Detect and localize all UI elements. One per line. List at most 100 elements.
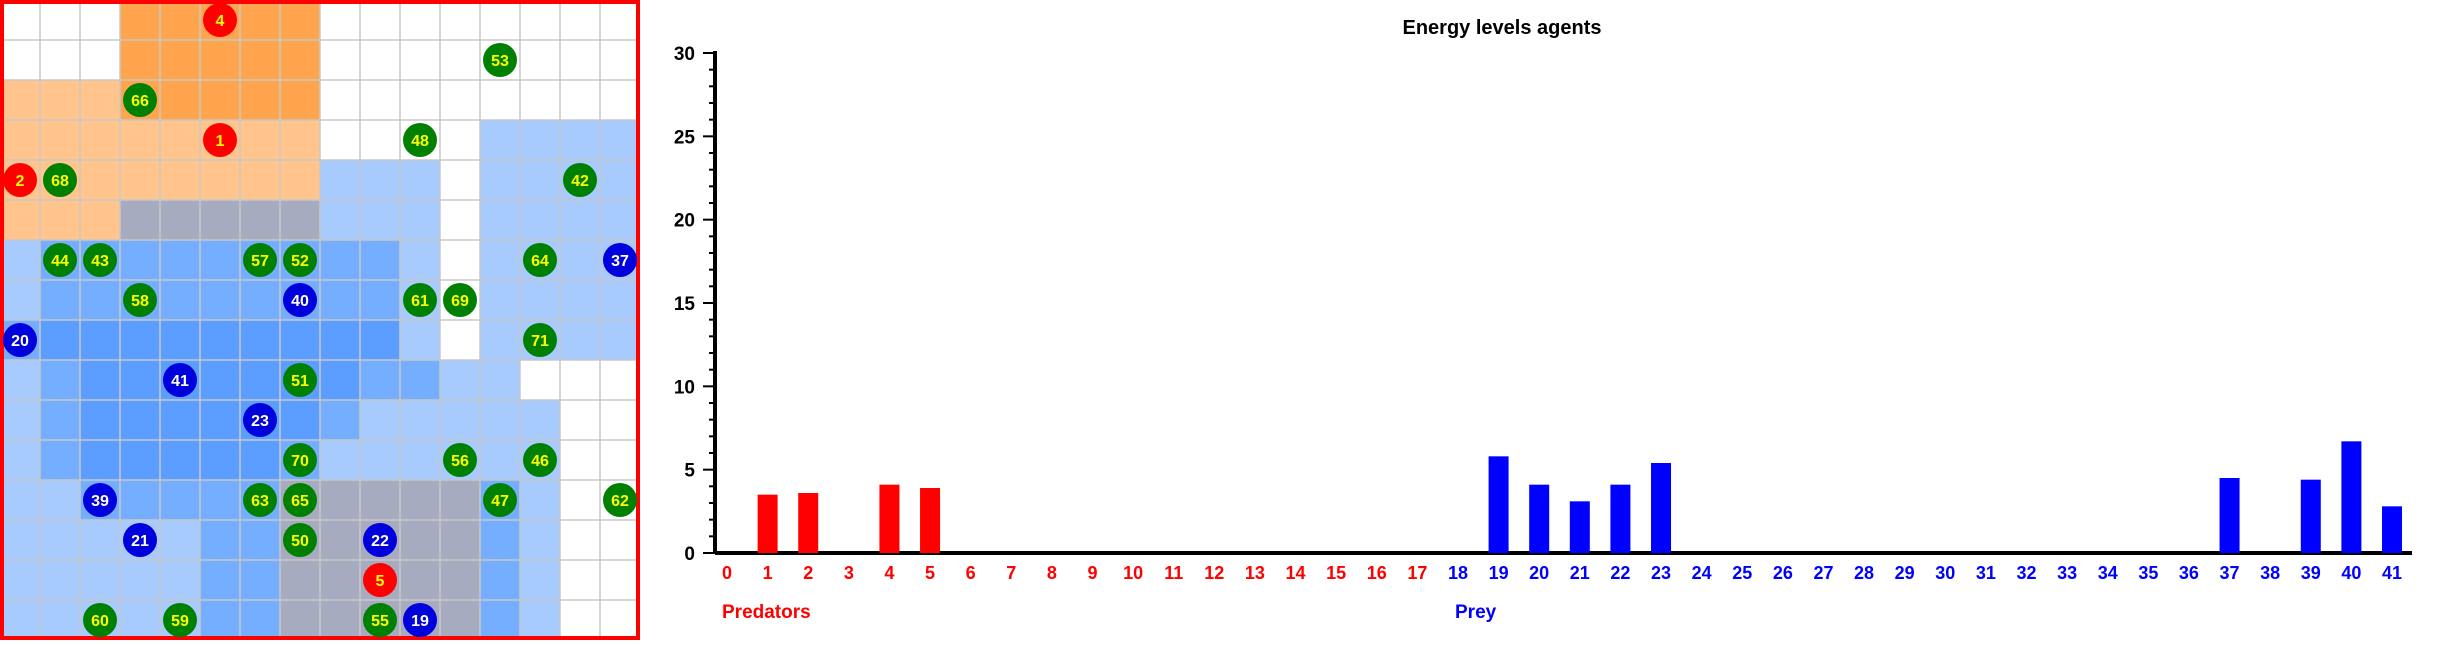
prey-agent-marker: [363, 523, 397, 557]
plant-agent[interactable]: 56: [443, 443, 477, 477]
plant-agent[interactable]: 48: [403, 123, 437, 157]
territory-cell: [40, 320, 80, 360]
territory-cell: [400, 520, 440, 560]
plant-agent[interactable]: 50: [283, 523, 317, 557]
predator-agent[interactable]: 5: [363, 563, 397, 597]
territory-cell: [80, 360, 120, 400]
agent-label: 47: [491, 493, 509, 510]
territory-cell: [120, 0, 160, 40]
territory-cell: [80, 440, 120, 480]
plant-agent[interactable]: 44: [43, 243, 77, 277]
prey-agent[interactable]: 23: [243, 403, 277, 437]
territory-cell: [400, 560, 440, 600]
territory-cell: [320, 320, 360, 360]
plant-agent[interactable]: 65: [283, 483, 317, 517]
plant-agent[interactable]: 61: [403, 283, 437, 317]
territory-cell: [160, 440, 200, 480]
prey-agent[interactable]: 37: [603, 243, 637, 277]
x-tick-label: 13: [1245, 563, 1265, 583]
territory-cell: [0, 560, 40, 600]
bar-prey-19: [1488, 456, 1509, 553]
prey-agent[interactable]: 20: [3, 323, 37, 357]
territory-cell: [200, 400, 240, 440]
territory-cell: [40, 280, 80, 320]
territory-cell: [120, 200, 160, 240]
plant-agent[interactable]: 55: [363, 603, 397, 637]
territory-cell: [40, 120, 80, 160]
prey-agent[interactable]: 21: [123, 523, 157, 557]
predator-agent[interactable]: 4: [203, 3, 237, 37]
y-axis: 0 5 10 15 20 25 30: [674, 44, 717, 565]
plant-agent[interactable]: 69: [443, 283, 477, 317]
territory-cell: [120, 480, 160, 520]
prey-agent[interactable]: 40: [283, 283, 317, 317]
plant-agent[interactable]: 60: [83, 603, 117, 637]
territory-cell: [200, 80, 240, 120]
territory-cell: [560, 240, 600, 280]
territory-cell: [80, 280, 120, 320]
territory-cell: [160, 440, 200, 480]
x-tick-label: 17: [1407, 563, 1427, 583]
territory-cell: [320, 360, 360, 400]
agent-label: 40: [291, 293, 309, 310]
agent-label: 57: [251, 253, 269, 270]
plant-agent[interactable]: 70: [283, 443, 317, 477]
plant-agent[interactable]: 63: [243, 483, 277, 517]
territory-cell: [80, 440, 120, 480]
agent-label: 42: [571, 173, 589, 190]
plant-agent[interactable]: 43: [83, 243, 117, 277]
plant-agent[interactable]: 66: [123, 83, 157, 117]
prey-agent[interactable]: 19: [403, 603, 437, 637]
agent-label: 64: [531, 253, 549, 270]
territory-cell: [160, 280, 200, 320]
plant-agent[interactable]: 51: [283, 363, 317, 397]
territory-cell: [480, 280, 520, 320]
territory-cell: [400, 520, 440, 560]
plant-agent[interactable]: 47: [483, 483, 517, 517]
plant-agent[interactable]: 58: [123, 283, 157, 317]
plant-agent[interactable]: 62: [603, 483, 637, 517]
agent-label: 37: [611, 253, 629, 270]
predator-agent[interactable]: 2: [3, 163, 37, 197]
territory-cell: [120, 440, 160, 480]
territory-cell: [320, 320, 360, 360]
territory-cell: [320, 160, 360, 200]
plant-agent[interactable]: 46: [523, 443, 557, 477]
agent-label: 4: [216, 13, 225, 30]
territory-cell: [120, 40, 160, 80]
prey-agent[interactable]: 41: [163, 363, 197, 397]
territory-cell: [240, 80, 280, 120]
plant-agent[interactable]: 68: [43, 163, 77, 197]
territory-cell: [400, 160, 440, 200]
plant-agent[interactable]: 57: [243, 243, 277, 277]
territory-cell: [120, 200, 160, 240]
x-tick-label: 27: [1813, 563, 1833, 583]
territory-cell: [80, 200, 120, 240]
plant-agent[interactable]: 64: [523, 243, 557, 277]
plant-agent[interactable]: 71: [523, 323, 557, 357]
prey-agent[interactable]: 39: [83, 483, 117, 517]
agent-label: 50: [291, 533, 309, 550]
plant-agent-marker: [283, 483, 317, 517]
territory-cell: [240, 120, 280, 160]
territory-cell: [240, 560, 280, 600]
prey-agent[interactable]: 22: [363, 523, 397, 557]
territory-cell: [120, 440, 160, 480]
plant-agent-marker: [443, 443, 477, 477]
territory-cell: [480, 400, 520, 440]
territory-cell: [480, 600, 520, 640]
territory-cell: [0, 200, 40, 240]
territory-cell: [240, 440, 280, 480]
plant-agent[interactable]: 53: [483, 43, 517, 77]
territory-cell: [120, 400, 160, 440]
agent-label: 71: [531, 333, 549, 350]
territory-cell: [200, 320, 240, 360]
territory-cell: [360, 360, 400, 400]
plant-agent[interactable]: 42: [563, 163, 597, 197]
territory-cell: [280, 400, 320, 440]
prey-agent-marker: [3, 323, 37, 357]
plant-agent[interactable]: 59: [163, 603, 197, 637]
predator-agent[interactable]: 1: [203, 123, 237, 157]
plant-agent[interactable]: 52: [283, 243, 317, 277]
territory-cell: [400, 400, 440, 440]
